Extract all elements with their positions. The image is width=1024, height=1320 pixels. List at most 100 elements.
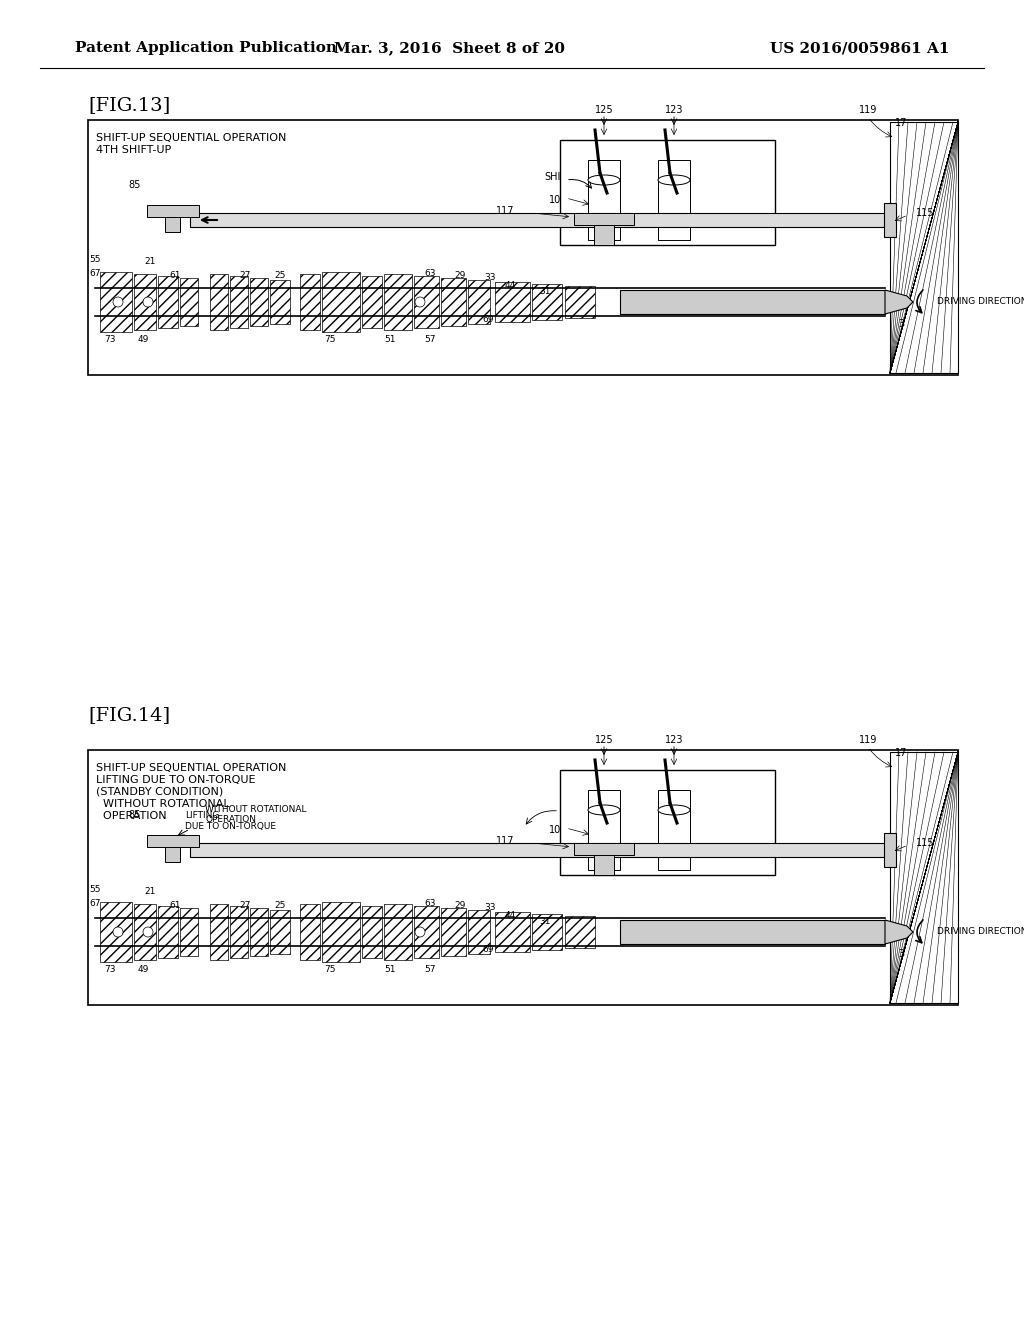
Text: 61: 61 (169, 272, 181, 281)
Text: 119: 119 (859, 106, 878, 115)
Text: SHIFT-UP: SHIFT-UP (544, 172, 588, 182)
Text: 75: 75 (325, 335, 336, 345)
Bar (210, 904, 228, 960)
Text: 49: 49 (137, 965, 148, 974)
Text: [FIG.14]: [FIG.14] (88, 706, 170, 723)
Text: 51: 51 (384, 335, 395, 345)
Bar (134, 275, 156, 330)
Text: 3: 3 (898, 949, 904, 960)
Text: OPERATION: OPERATION (96, 810, 167, 821)
Text: 31: 31 (540, 917, 551, 927)
Text: 55: 55 (89, 886, 100, 895)
Text: 75: 75 (325, 965, 336, 974)
Bar (384, 275, 412, 330)
Text: 73: 73 (104, 335, 116, 345)
Bar (147, 205, 199, 216)
Bar (441, 908, 466, 956)
Bar (88, 750, 958, 1005)
Bar (468, 280, 490, 323)
Bar (230, 276, 248, 327)
Bar (574, 843, 634, 855)
Text: 85: 85 (129, 810, 141, 820)
Bar (594, 213, 614, 246)
Text: 117: 117 (496, 836, 514, 846)
Text: 115: 115 (916, 209, 935, 218)
Text: 87: 87 (612, 792, 625, 803)
Text: DRIVING DIRECTION: DRIVING DIRECTION (937, 297, 1024, 306)
Bar (190, 843, 888, 857)
Text: SHIFT-UP SEQUENTIAL OPERATION: SHIFT-UP SEQUENTIAL OPERATION (96, 763, 287, 774)
Text: 87: 87 (612, 162, 625, 172)
Text: DUE TO ON-TORQUE: DUE TO ON-TORQUE (185, 822, 276, 832)
Bar (574, 213, 634, 224)
Text: 25: 25 (274, 272, 286, 281)
Bar (134, 904, 156, 960)
Text: 44: 44 (505, 912, 516, 920)
Ellipse shape (658, 805, 690, 814)
Bar (88, 120, 958, 375)
Text: 49: 49 (137, 335, 148, 345)
Ellipse shape (415, 927, 425, 937)
Text: 69: 69 (482, 315, 494, 325)
Bar (180, 908, 198, 956)
Text: 17: 17 (895, 748, 907, 758)
Bar (890, 752, 958, 1003)
Text: 123: 123 (665, 106, 683, 115)
Text: 21: 21 (144, 257, 156, 267)
Bar (532, 913, 562, 950)
Text: Mar. 3, 2016  Sheet 8 of 20: Mar. 3, 2016 Sheet 8 of 20 (335, 41, 565, 55)
Text: OPERATION: OPERATION (205, 816, 256, 825)
Text: LIFTING: LIFTING (185, 810, 219, 820)
Bar (190, 213, 888, 227)
Text: WITHOUT ROTATIONAL: WITHOUT ROTATIONAL (96, 799, 229, 809)
Text: 61: 61 (169, 902, 181, 911)
Bar (532, 284, 562, 319)
Text: 29: 29 (455, 902, 466, 911)
Bar (658, 160, 690, 240)
Ellipse shape (588, 805, 620, 814)
Bar (560, 140, 775, 246)
Bar (300, 904, 319, 960)
Bar (322, 902, 360, 962)
Text: 31: 31 (540, 288, 551, 297)
Bar (441, 279, 466, 326)
Ellipse shape (113, 927, 123, 937)
Ellipse shape (143, 927, 153, 937)
Text: 123: 123 (665, 735, 683, 744)
Bar (147, 836, 199, 847)
Text: 67: 67 (89, 269, 100, 279)
Text: 125: 125 (595, 735, 613, 744)
Text: 109: 109 (674, 792, 692, 803)
Text: 107: 107 (549, 195, 567, 205)
Ellipse shape (588, 176, 620, 185)
Bar (270, 280, 290, 323)
Bar (270, 909, 290, 954)
Bar (588, 160, 620, 240)
Text: 67: 67 (89, 899, 100, 908)
Bar (165, 209, 180, 232)
Bar (414, 276, 439, 327)
Bar (560, 770, 775, 875)
Text: 57: 57 (424, 335, 436, 345)
Text: Patent Application Publication: Patent Application Publication (75, 41, 337, 55)
Bar (180, 279, 198, 326)
Text: 4TH SHIFT-UP: 4TH SHIFT-UP (96, 145, 171, 154)
Polygon shape (885, 920, 913, 944)
Text: 73: 73 (104, 965, 116, 974)
Text: 27: 27 (240, 902, 251, 911)
Bar (414, 906, 439, 958)
Bar (362, 276, 382, 327)
Text: 109: 109 (674, 162, 692, 172)
Bar (230, 906, 248, 958)
Bar (468, 909, 490, 954)
Text: SHIFT-UP SEQUENTIAL OPERATION: SHIFT-UP SEQUENTIAL OPERATION (96, 133, 287, 143)
Bar (300, 275, 319, 330)
Bar (884, 203, 896, 238)
Bar (658, 789, 690, 870)
Bar (210, 275, 228, 330)
Bar (620, 290, 885, 314)
Ellipse shape (143, 297, 153, 308)
Text: 17: 17 (895, 117, 907, 128)
Text: 115: 115 (916, 838, 935, 847)
Ellipse shape (113, 297, 123, 308)
